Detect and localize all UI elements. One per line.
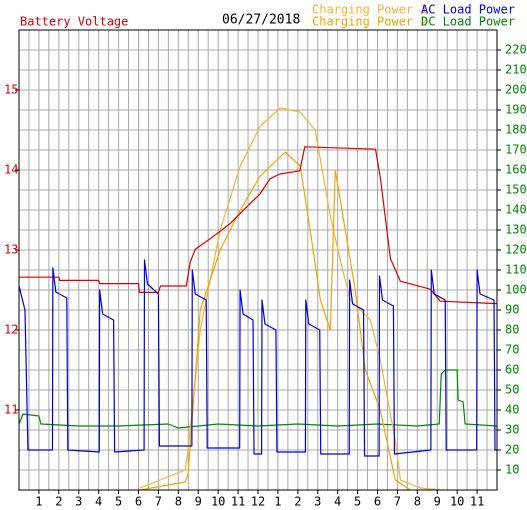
x-tick-label: 12 <box>251 495 265 509</box>
y-tick-label: 14 <box>4 163 18 177</box>
x-tick-label: 6 <box>135 495 142 509</box>
legend-entry: DC Load Power <box>421 15 515 29</box>
x-tick-label: 2 <box>55 495 62 509</box>
x-tick-label: 3 <box>75 495 82 509</box>
y2-tick-label: 170 <box>505 143 527 157</box>
y2-tick-label: 20 <box>505 443 519 457</box>
y2-tick-label: 30 <box>505 423 519 437</box>
x-tick-label: 4 <box>95 495 102 509</box>
y2-tick-label: 110 <box>505 263 527 277</box>
x-tick-label: 8 <box>414 495 421 509</box>
series-line <box>139 107 441 491</box>
y2-tick-label: 70 <box>505 343 519 357</box>
x-tick-label: 7 <box>155 495 162 509</box>
x-tick-label: 10 <box>211 495 225 509</box>
x-tick-label: 5 <box>354 495 361 509</box>
series-line <box>19 146 498 305</box>
y2-tick-label: 160 <box>505 163 527 177</box>
x-tick-label: 7 <box>394 495 401 509</box>
y-tick-label: 11 <box>4 403 18 417</box>
y2-tick-label: 180 <box>505 123 527 137</box>
legend-entry: Charging Power 1 <box>312 3 428 17</box>
x-tick-label: 11 <box>470 495 484 509</box>
y-tick-label: 13 <box>4 243 18 257</box>
x-tick-label: 11 <box>231 495 245 509</box>
y2-tick-label: 210 <box>505 63 527 77</box>
y2-tick-label: 50 <box>505 383 519 397</box>
y2-tick-label: 200 <box>505 83 527 97</box>
x-tick-label: 4 <box>334 495 341 509</box>
y2-tick-label: 10 <box>505 463 519 477</box>
legend-entry: AC Load Power <box>421 3 515 17</box>
series-line <box>139 151 411 491</box>
x-tick-label: 1 <box>274 495 281 509</box>
y2-tick-label: 190 <box>505 103 527 117</box>
x-tick-label: 2 <box>294 495 301 509</box>
lines <box>18 107 498 491</box>
y2-tick-label: 220 <box>505 43 527 57</box>
y2-tick-label: 130 <box>505 223 527 237</box>
y-axis-label: Battery Voltage <box>20 15 128 29</box>
x-tick-label: 5 <box>115 495 122 509</box>
x-tick-label: 3 <box>314 495 321 509</box>
series-line <box>18 369 498 429</box>
series-line <box>18 259 497 457</box>
grid <box>19 30 497 490</box>
y2-tick-label: 80 <box>505 323 519 337</box>
y-tick-label: 15 <box>4 83 18 97</box>
y2-tick-label: 60 <box>505 363 519 377</box>
y2-tick-label: 100 <box>505 283 527 297</box>
y2-tick-label: 90 <box>505 303 519 317</box>
y2-tick-label: 150 <box>505 183 527 197</box>
x-tick-label: 9 <box>434 495 441 509</box>
legend-entry: Charging Power 2 <box>312 15 428 29</box>
x-tick-label: 6 <box>374 495 381 509</box>
y-tick-label: 12 <box>4 323 18 337</box>
y2-tick-label: 40 <box>505 403 519 417</box>
chart-title: 06/27/2018 <box>222 13 300 28</box>
x-tick-label: 8 <box>175 495 182 509</box>
x-tick-label: 9 <box>195 495 202 509</box>
x-tick-label: 1 <box>35 495 42 509</box>
y2-tick-label: 120 <box>505 243 527 257</box>
x-tick-label: 10 <box>450 495 464 509</box>
y2-tick-label: 140 <box>505 203 527 217</box>
